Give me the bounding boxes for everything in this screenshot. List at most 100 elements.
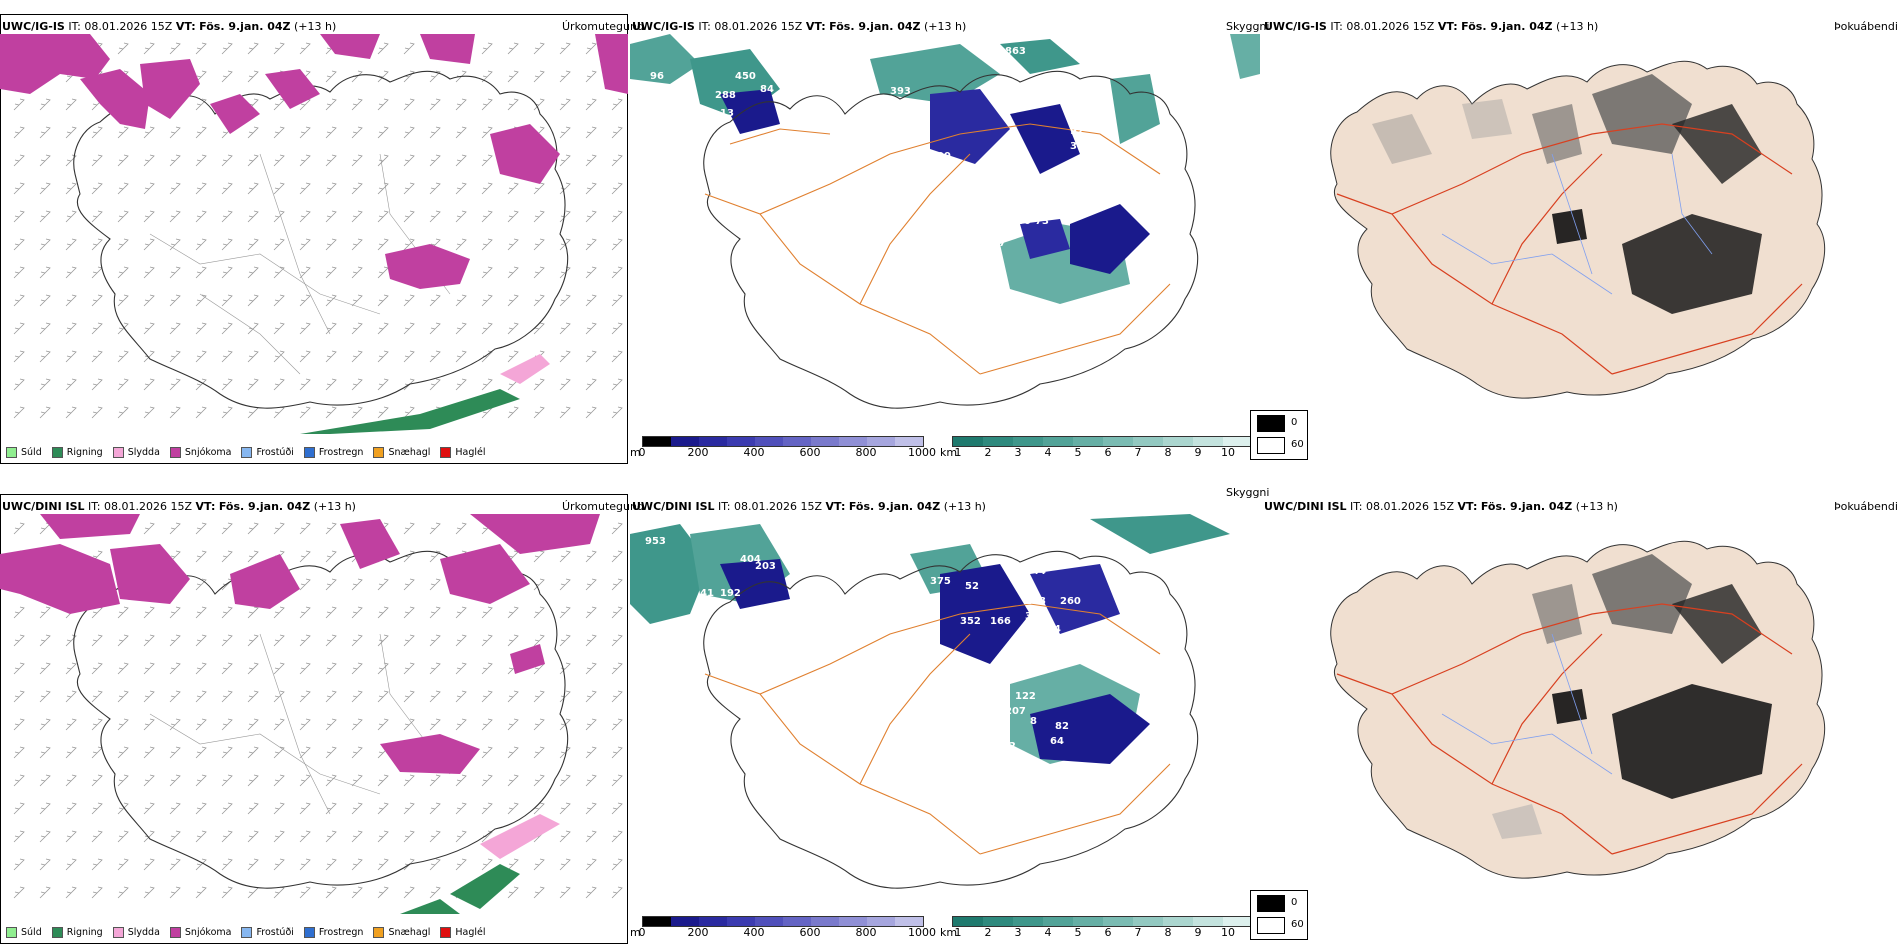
wind-barb	[221, 210, 233, 223]
wind-barb	[273, 322, 285, 335]
wind-barb	[299, 126, 311, 139]
wind-barb	[533, 690, 545, 703]
wind-barb	[559, 406, 571, 419]
wind-barb	[65, 322, 77, 335]
wind-barb	[117, 606, 129, 619]
wind-barb	[611, 802, 623, 815]
precip-legend-swatch	[51, 927, 63, 938]
wind-barb	[481, 802, 493, 815]
wind-barb	[403, 406, 415, 419]
wind-barb	[143, 634, 155, 647]
wind-barb	[377, 42, 389, 55]
wind-barb	[377, 378, 389, 391]
wind-barb	[403, 322, 415, 335]
wind-barb	[169, 294, 181, 307]
model-name: UWC/DINI ISL	[1264, 500, 1347, 513]
vis-legend-tick: 400	[743, 926, 765, 939]
wind-barb	[13, 774, 25, 787]
wind-barb	[351, 210, 363, 223]
wind-barb	[377, 126, 389, 139]
model-name: UWC/IG-IS	[632, 20, 695, 33]
vis-legend-colorbar	[952, 436, 1254, 447]
fog-legend-label-60: 60	[1291, 439, 1304, 450]
visibility-value-label: 87	[970, 171, 984, 182]
vis-legend-cell	[1073, 917, 1103, 926]
wind-barb	[559, 774, 571, 787]
wind-barb	[247, 294, 259, 307]
vis-legend-cell	[1013, 917, 1043, 926]
wind-barb	[455, 522, 467, 535]
wind-barb	[351, 294, 363, 307]
wind-barb	[585, 690, 597, 703]
wind-barb	[325, 238, 337, 251]
wind-barb	[299, 350, 311, 363]
wind-barb	[403, 294, 415, 307]
wind-barb	[507, 690, 519, 703]
wind-barb	[273, 154, 285, 167]
wind-barb	[273, 606, 285, 619]
wind-barb	[273, 746, 285, 759]
wind-barb	[221, 858, 233, 871]
wind-barb	[429, 294, 441, 307]
wind-barb	[325, 522, 337, 535]
visibility-value-label: 450	[735, 71, 756, 82]
wind-barb	[455, 182, 467, 195]
vt-label: VT:	[175, 20, 196, 33]
wind-barb	[507, 634, 519, 647]
vis-legend-tick: 1000	[908, 446, 936, 459]
vis-legend-cell	[867, 917, 895, 926]
vis-legend-tick: 9	[1194, 926, 1202, 939]
wind-barb	[221, 690, 233, 703]
fog-title: Þokuábendi	[1834, 500, 1898, 513]
wind-barb	[533, 634, 545, 647]
wind-barb	[143, 406, 155, 419]
wind-barb	[507, 350, 519, 363]
wind-barb	[169, 182, 181, 195]
vis-legend-tick: 10	[1221, 926, 1235, 939]
precip-legend-swatch	[440, 927, 452, 938]
visibility-value-label: 937	[985, 238, 1006, 249]
wind-barb	[195, 266, 207, 279]
wind-barb	[403, 126, 415, 139]
wind-barb	[533, 266, 545, 279]
vt-value: Fös. 9.jan. 04Z	[848, 500, 941, 513]
visibility-value-label: 288	[715, 90, 736, 101]
it-value: 08.01.2026 15Z	[714, 20, 803, 33]
wind-barb	[585, 858, 597, 871]
wind-barb	[39, 858, 51, 871]
fog-legend-label-0: 0	[1291, 417, 1298, 428]
visibility-value-label: 863	[1005, 46, 1026, 57]
wind-barb	[39, 886, 51, 899]
wind-barb	[247, 522, 259, 535]
vt-label: VT:	[195, 500, 216, 513]
wind-barb	[247, 126, 259, 139]
vis-legend-cell	[643, 917, 671, 926]
wind-barb	[585, 350, 597, 363]
wind-barb	[221, 350, 233, 363]
wind-barb	[481, 718, 493, 731]
vis-legend-cell	[671, 437, 699, 446]
visibility-value-label: 383	[1070, 141, 1091, 152]
model-name: UWC/DINI ISL	[632, 500, 715, 513]
wind-barb	[377, 238, 389, 251]
wind-barb	[585, 774, 597, 787]
wind-barb	[559, 98, 571, 111]
wind-barb	[377, 886, 389, 899]
wind-barb	[325, 858, 337, 871]
wind-barb	[247, 886, 259, 899]
vis-legend-cell	[953, 917, 983, 926]
wind-barb	[611, 126, 623, 139]
lead-time: (+13 h)	[294, 20, 337, 33]
wind-barb	[221, 830, 233, 843]
wind-barb	[247, 154, 259, 167]
wind-barb	[247, 830, 259, 843]
wind-barb	[481, 266, 493, 279]
wind-barb	[91, 746, 103, 759]
wind-barb	[273, 886, 285, 899]
precip-legend-item: Frostúði	[241, 927, 294, 938]
wind-barb	[611, 266, 623, 279]
wind-barb	[403, 830, 415, 843]
wind-barb	[429, 858, 441, 871]
vis-legend-cell	[839, 437, 867, 446]
wind-barb	[507, 718, 519, 731]
